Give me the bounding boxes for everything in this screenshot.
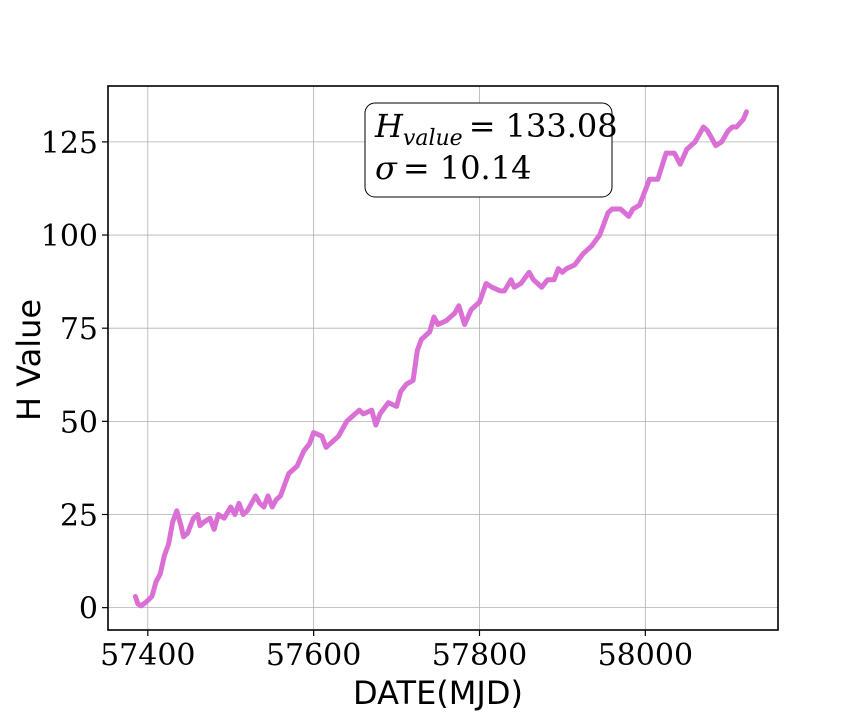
x-tick-label: 57400 bbox=[100, 638, 195, 673]
y-tick-label: 25 bbox=[60, 498, 98, 533]
x-tick-label: 57600 bbox=[266, 638, 361, 673]
annotation-text: Hvalue = 133.08 bbox=[374, 107, 618, 151]
annotation-symbol: H bbox=[374, 107, 404, 145]
y-tick-label: 125 bbox=[41, 126, 98, 161]
y-tick-label: 100 bbox=[41, 219, 98, 254]
x-axis-label: DATE(MJD) bbox=[353, 674, 523, 712]
y-axis-label: H Value bbox=[10, 299, 48, 421]
annotation-value: = 10.14 bbox=[403, 149, 532, 187]
x-tick-label: 57800 bbox=[432, 638, 527, 673]
annotation-box bbox=[364, 102, 613, 198]
x-tick-label: 58000 bbox=[598, 638, 693, 673]
data-line bbox=[132, 109, 749, 609]
annotation-subscript: value bbox=[403, 126, 463, 151]
y-tick-label: 75 bbox=[60, 312, 98, 347]
annotation-symbol: σ bbox=[375, 149, 398, 187]
plot-frame bbox=[107, 85, 779, 631]
y-tick-label: 0 bbox=[79, 592, 98, 627]
annotation-text: σ = 10.14 bbox=[375, 149, 531, 187]
annotation-value: = 133.08 bbox=[469, 107, 618, 145]
y-tick-label: 50 bbox=[60, 405, 98, 440]
